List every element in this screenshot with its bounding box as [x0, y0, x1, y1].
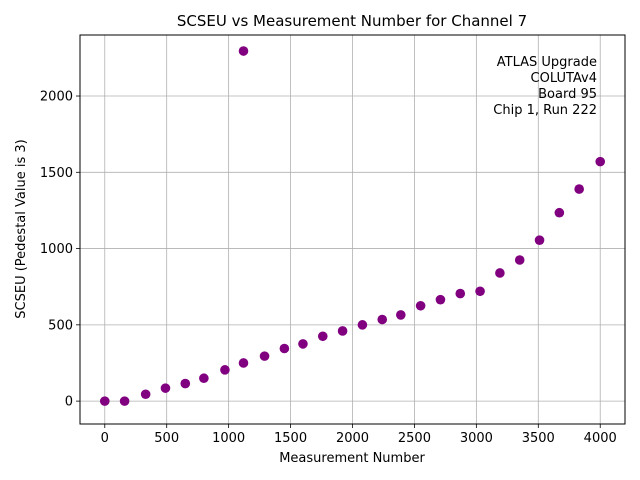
data-point: [475, 286, 485, 297]
data-point: [554, 207, 565, 218]
data-point: [455, 288, 466, 299]
data-point: [415, 300, 426, 311]
data-point: [317, 331, 328, 342]
data-point: [180, 378, 191, 389]
annotation-box: ATLAS Upgrade COLUTAv4 Board 95 Chip 1, …: [493, 55, 597, 118]
data-point: [279, 343, 290, 354]
y-tick-label: 2000: [40, 90, 73, 105]
data-point: [259, 351, 270, 361]
x-tick-label: 4000: [584, 431, 617, 446]
data-point: [220, 365, 230, 375]
annotation-line: ATLAS Upgrade: [497, 55, 597, 70]
y-tick-label: 1000: [40, 242, 73, 257]
chart-title: SCSEU vs Measurement Number for Channel …: [177, 12, 527, 30]
x-tick-label: 500: [154, 431, 179, 446]
x-tick-label: 1500: [274, 431, 307, 446]
data-point: [199, 373, 209, 384]
data-point: [495, 268, 505, 278]
annotation-line: COLUTAv4: [531, 71, 597, 86]
data-point: [534, 235, 545, 245]
x-tick-label: 3000: [460, 431, 493, 446]
data-point: [119, 396, 130, 406]
grid-layer: [80, 35, 625, 424]
data-point: [140, 389, 151, 400]
data-point: [357, 320, 368, 330]
x-axis-label: Measurement Number: [279, 451, 425, 466]
data-point: [514, 255, 525, 265]
annotation-line: Board 95: [538, 87, 597, 102]
x-tick-label: 2500: [398, 431, 431, 446]
data-point: [160, 383, 171, 393]
data-point: [238, 46, 249, 56]
data-point: [298, 339, 308, 349]
annotation-line: Chip 1, Run 222: [493, 103, 597, 118]
data-point: [396, 310, 406, 320]
y-axis-label: SCSEU (Pedestal Value is 3): [14, 139, 29, 318]
data-point: [99, 396, 110, 406]
x-tick-label: 1000: [212, 431, 245, 446]
axis-ticks: 0 500 1000 1500 2000 2500 3000 3500 4000 0 500 1000…: [40, 90, 617, 446]
y-tick-label: 1500: [40, 166, 73, 181]
y-tick-label: 0: [65, 395, 73, 410]
x-tick-label: 3500: [522, 431, 555, 446]
x-tick-label: 2000: [336, 431, 369, 446]
data-point: [574, 184, 584, 194]
y-tick-label: 500: [48, 318, 73, 333]
data-point: [238, 358, 249, 368]
data-point: [337, 326, 348, 336]
x-tick-label: 0: [101, 431, 109, 446]
data-point: [595, 156, 606, 167]
data-point: [377, 314, 388, 325]
data-point: [435, 294, 446, 305]
data-points: [99, 46, 606, 406]
